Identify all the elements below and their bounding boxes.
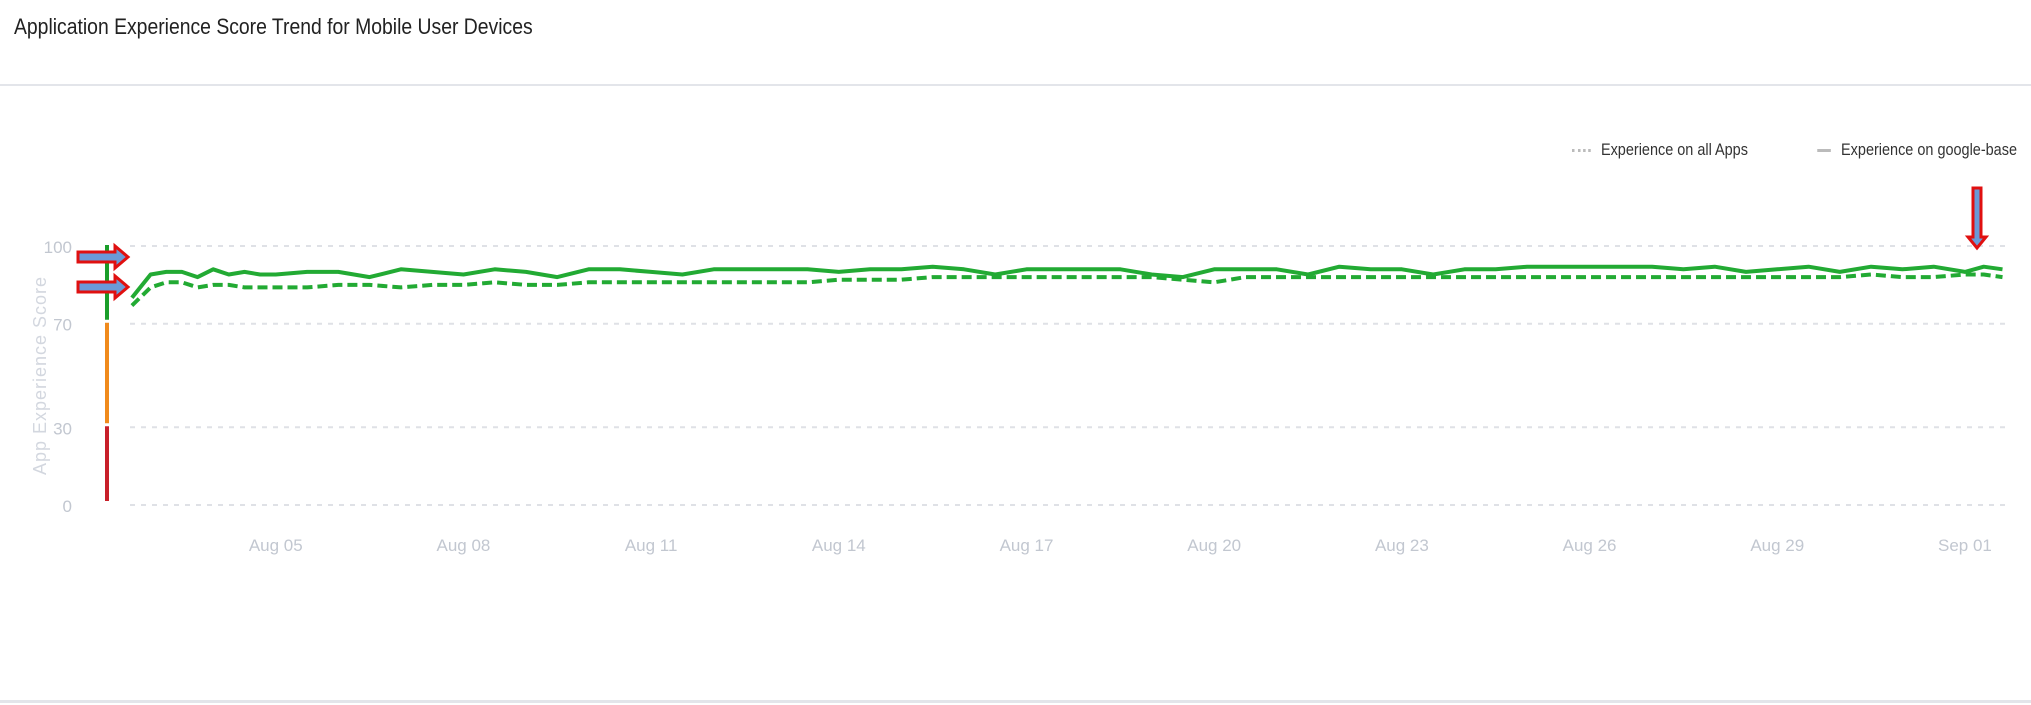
- page-title: Application Experience Score Trend for M…: [14, 14, 533, 39]
- x-tick-label: Aug 05: [249, 536, 303, 555]
- chart-legend: Experience on all Apps Experience on goo…: [1541, 140, 2017, 160]
- annotation-arrow-icon: [76, 272, 131, 302]
- annotation-arrow-icon: [76, 242, 131, 272]
- y-tick-label: 100: [44, 238, 72, 257]
- legend-label: Experience on google-base: [1841, 140, 2017, 159]
- x-tick-label: Aug 14: [812, 536, 866, 555]
- header-divider: [0, 84, 2031, 86]
- x-tick-label: Aug 20: [1187, 536, 1241, 555]
- y-tick-label: 0: [63, 497, 72, 516]
- x-tick-label: Aug 23: [1375, 536, 1429, 555]
- x-tick-label: Sep 01: [1938, 536, 1992, 555]
- x-tick-label: Aug 29: [1750, 536, 1804, 555]
- series-line-google-base: [130, 264, 2003, 300]
- y-tick-label: 70: [53, 316, 72, 335]
- legend-item-google-base[interactable]: Experience on google-base: [1817, 140, 2017, 160]
- x-tick-label: Aug 08: [437, 536, 491, 555]
- x-tick-label: Aug 26: [1563, 536, 1617, 555]
- panel-bottom-border: [0, 700, 2031, 703]
- series-line-all-apps: [130, 272, 2003, 308]
- annotation-arrow-icon: [1964, 186, 1990, 251]
- dotted-line-swatch-icon: [1572, 148, 1591, 152]
- legend-item-all-apps[interactable]: Experience on all Apps: [1572, 140, 1748, 160]
- y-axis-label: App Experience Score: [30, 276, 50, 475]
- y-tick-label: 30: [53, 419, 72, 438]
- x-tick-label: Aug 11: [625, 536, 678, 555]
- solid-line-swatch-icon: [1817, 148, 1831, 152]
- x-tick-label: Aug 17: [1000, 536, 1054, 555]
- legend-label: Experience on all Apps: [1601, 140, 1749, 159]
